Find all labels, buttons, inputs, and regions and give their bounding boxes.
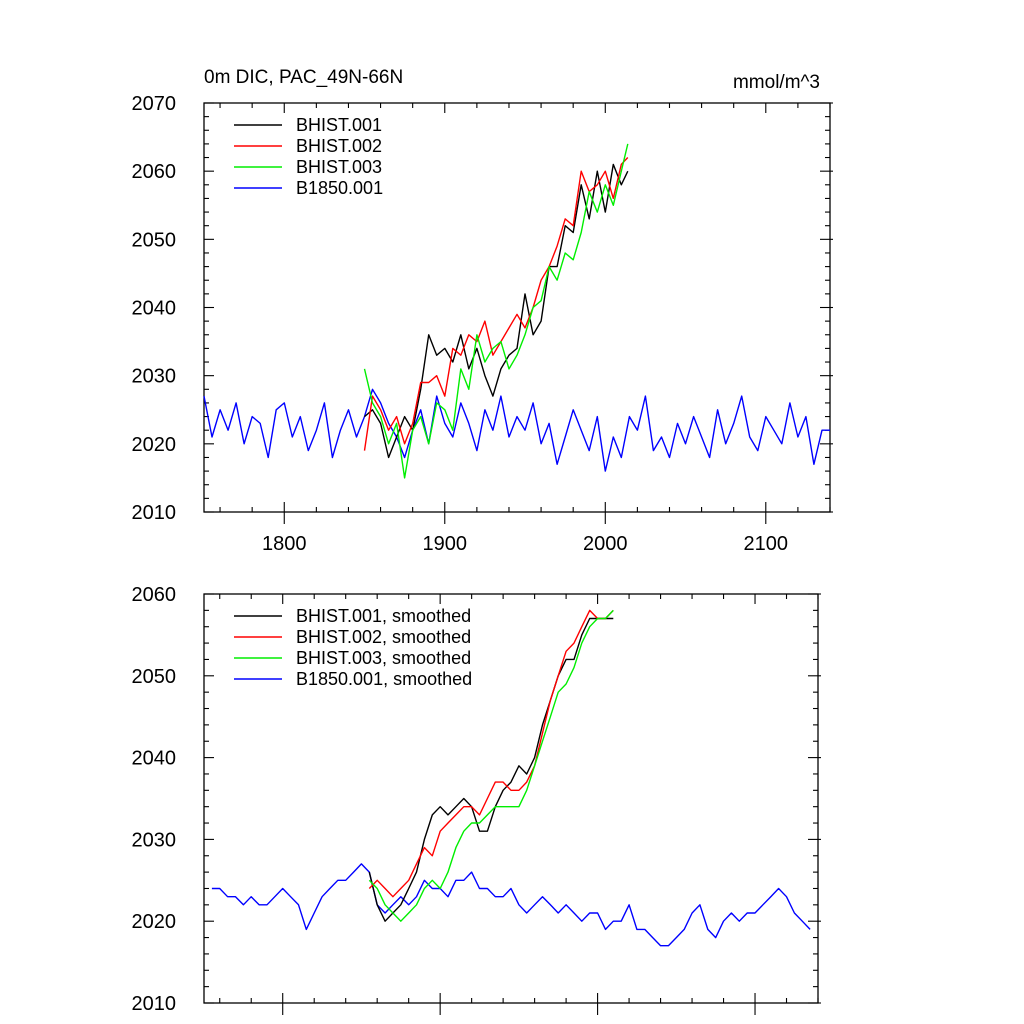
chart-panel-1: 1800 1900 2000 2100 2010 2020 2030 2040 2050 2060… bbox=[132, 67, 833, 555]
legend-item: BHIST.002 bbox=[234, 136, 382, 156]
x-tick-label: 1800 bbox=[262, 533, 307, 555]
chart-panel-2: 2010 2020 2030 2040 2050 2060 BHIST.001, smoot… bbox=[132, 584, 821, 1015]
legend-label: BHIST.002 bbox=[296, 136, 382, 156]
y-tick-label: 2020 bbox=[132, 911, 177, 933]
legend-label: B1850.001 bbox=[296, 178, 383, 198]
series-line-bhist-003 bbox=[363, 143, 629, 479]
legend-item: BHIST.001, smoothed bbox=[234, 606, 471, 626]
legend-label: BHIST.001, smoothed bbox=[296, 606, 471, 626]
series-line-bhist-001 bbox=[364, 163, 629, 459]
y-tick-label: 2030 bbox=[132, 829, 177, 851]
series-line-bhist-003-smoothed bbox=[368, 609, 614, 922]
y-tick-label: 2040 bbox=[132, 298, 177, 320]
legend-item: BHIST.002, smoothed bbox=[234, 627, 471, 647]
series-line-bhist-002-smoothed bbox=[368, 609, 614, 898]
y-tick-label: 2040 bbox=[132, 748, 177, 770]
legend-item: BHIST.003, smoothed bbox=[234, 648, 471, 668]
legend-item: BHIST.001 bbox=[234, 115, 382, 135]
legend-item: B1850.001 bbox=[234, 178, 383, 198]
x-tick-label: 2000 bbox=[583, 533, 628, 555]
legend-label: B1850.001, smoothed bbox=[296, 669, 472, 689]
units-label: mmol/m^3 bbox=[733, 72, 820, 93]
plot-frame bbox=[203, 593, 819, 1004]
legend-item: B1850.001, smoothed bbox=[234, 669, 472, 689]
y-tick-label: 2050 bbox=[132, 229, 177, 251]
legend-label: BHIST.001 bbox=[296, 115, 382, 135]
y-tick-label: 2060 bbox=[132, 161, 177, 183]
y-tick-label: 2070 bbox=[132, 93, 177, 115]
legend-label: BHIST.003 bbox=[296, 157, 382, 177]
legend-label: BHIST.003, smoothed bbox=[296, 648, 471, 668]
x-tick-label: 1900 bbox=[423, 533, 468, 555]
y-tick-label: 2010 bbox=[132, 993, 177, 1015]
chart-title: 0m DIC, PAC_49N-66N bbox=[204, 67, 403, 88]
y-tick-label: 2030 bbox=[132, 366, 177, 388]
legend-item: BHIST.003 bbox=[234, 157, 382, 177]
y-tick-label: 2060 bbox=[132, 584, 177, 606]
series-line-b1850-001 bbox=[203, 388, 830, 472]
y-tick-label: 2020 bbox=[132, 434, 177, 456]
y-tick-label: 2010 bbox=[132, 502, 177, 524]
y-tick-label: 2050 bbox=[132, 666, 177, 688]
series-line-bhist-002 bbox=[363, 157, 629, 451]
series-line-b1850-001-smoothed bbox=[211, 863, 811, 947]
series-line-bhist-001-smoothed bbox=[368, 617, 614, 922]
legend-label: BHIST.002, smoothed bbox=[296, 627, 471, 647]
x-tick-label: 2100 bbox=[744, 533, 789, 555]
